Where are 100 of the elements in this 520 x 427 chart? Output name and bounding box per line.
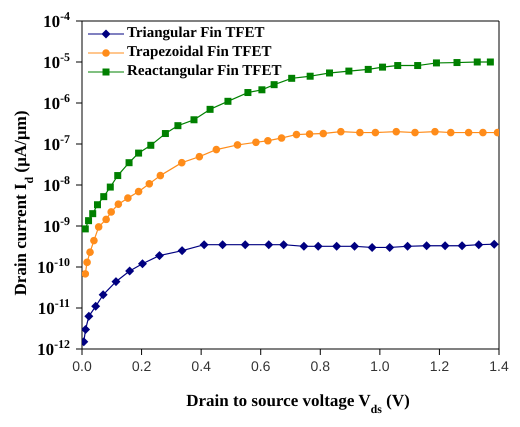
point bbox=[379, 64, 386, 71]
point bbox=[190, 116, 198, 124]
point bbox=[337, 128, 345, 136]
point bbox=[278, 134, 286, 142]
point bbox=[458, 241, 467, 250]
point bbox=[90, 236, 98, 244]
point bbox=[124, 194, 132, 202]
x-tick-label: 0.8 bbox=[310, 358, 330, 374]
point bbox=[270, 81, 278, 88]
point bbox=[206, 106, 214, 113]
point bbox=[126, 159, 133, 166]
point bbox=[474, 58, 481, 66]
point bbox=[440, 241, 450, 250]
point bbox=[86, 248, 94, 256]
point bbox=[314, 242, 323, 251]
point bbox=[432, 59, 440, 66]
point bbox=[212, 146, 220, 154]
legend-label: Triangular Fin TFET bbox=[127, 24, 265, 43]
point bbox=[264, 136, 272, 145]
point bbox=[392, 128, 400, 136]
point bbox=[446, 128, 455, 136]
y-tick-label: 10$^{-7}$ bbox=[43, 132, 70, 154]
point bbox=[106, 184, 114, 191]
x-tick-label: 0.0 bbox=[72, 358, 92, 374]
x-tick-label: 0.6 bbox=[250, 358, 271, 374]
legend-label: Reactangular Fin TFET bbox=[127, 62, 282, 81]
point bbox=[403, 242, 412, 251]
point bbox=[91, 302, 100, 311]
x-tick-label: 1.0 bbox=[370, 358, 390, 374]
point bbox=[368, 242, 377, 252]
point bbox=[431, 128, 439, 136]
point bbox=[125, 266, 134, 276]
point bbox=[479, 128, 487, 136]
point bbox=[102, 216, 110, 224]
point bbox=[89, 210, 96, 218]
y-tick-label: 10$^{-5}$ bbox=[43, 50, 70, 72]
point bbox=[356, 128, 364, 136]
point bbox=[162, 130, 169, 138]
point bbox=[292, 130, 300, 138]
point bbox=[100, 193, 108, 200]
point bbox=[372, 128, 380, 136]
legend-label: Trapezoidal Fin TFET bbox=[127, 43, 272, 62]
y-tick-label: 10$^{-9}$ bbox=[43, 214, 70, 236]
x-tick-label: 0.2 bbox=[132, 358, 152, 374]
point bbox=[178, 246, 187, 256]
point bbox=[178, 158, 186, 166]
point bbox=[82, 225, 89, 232]
point bbox=[134, 188, 142, 196]
x-tick-label: 0.4 bbox=[191, 358, 212, 374]
point bbox=[288, 74, 296, 82]
point bbox=[94, 223, 102, 231]
point bbox=[83, 258, 91, 266]
y-tick-label: 10$^{-11}$ bbox=[38, 296, 70, 318]
y-tick-label: 10$^{-4}$ bbox=[43, 9, 70, 31]
point bbox=[196, 152, 204, 160]
point bbox=[264, 240, 274, 250]
x-tick-label: 1.4 bbox=[489, 358, 509, 374]
y-tick-label: 10$^{-8}$ bbox=[43, 173, 70, 195]
point bbox=[94, 201, 101, 208]
point bbox=[258, 86, 266, 94]
point bbox=[306, 72, 314, 80]
point bbox=[244, 89, 252, 96]
point bbox=[394, 62, 402, 70]
point bbox=[490, 240, 499, 249]
point bbox=[138, 259, 147, 268]
point bbox=[385, 242, 394, 252]
point bbox=[364, 66, 372, 73]
point bbox=[422, 241, 432, 250]
point bbox=[82, 324, 90, 334]
point bbox=[84, 312, 94, 321]
point bbox=[279, 240, 288, 250]
point bbox=[200, 240, 209, 250]
point bbox=[252, 138, 260, 146]
y-tick-label: 10$^{-6}$ bbox=[43, 91, 70, 113]
point bbox=[224, 98, 232, 105]
x-tick-label: 1.2 bbox=[430, 358, 450, 374]
point bbox=[350, 242, 360, 251]
point bbox=[306, 130, 314, 138]
y-tick-label: 10$^{-10}$ bbox=[37, 255, 70, 277]
point bbox=[486, 58, 494, 66]
point bbox=[240, 240, 250, 250]
point bbox=[299, 242, 308, 251]
point bbox=[319, 130, 328, 138]
x-axis-title: Drain to source voltage V$_{ds}$ (V) bbox=[186, 391, 410, 416]
point bbox=[146, 180, 154, 188]
point bbox=[218, 240, 228, 250]
point bbox=[135, 150, 142, 157]
point bbox=[332, 242, 342, 251]
point bbox=[114, 172, 122, 180]
point bbox=[154, 251, 164, 260]
point bbox=[98, 290, 108, 300]
point bbox=[234, 141, 242, 149]
point bbox=[414, 62, 422, 70]
point bbox=[85, 217, 92, 224]
point bbox=[174, 122, 182, 130]
point bbox=[156, 172, 164, 180]
y-tick-label: 10$^{-12}$ bbox=[37, 337, 70, 359]
point bbox=[345, 68, 352, 75]
point bbox=[464, 128, 472, 136]
point bbox=[107, 208, 115, 216]
